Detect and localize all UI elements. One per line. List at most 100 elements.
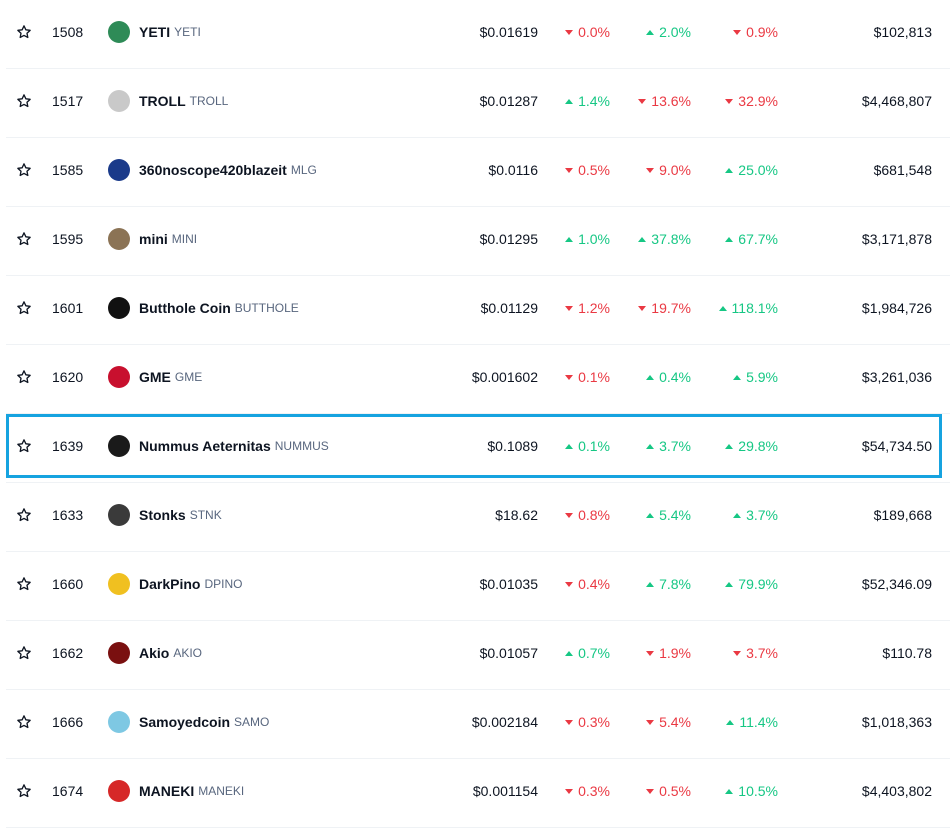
table-row[interactable]: 1595 mini MINI $0.01295 1.0% 37.8% 67.7%…: [6, 207, 950, 276]
market-cap: $1,018,363: [861, 714, 932, 730]
coin-name: MANEKI: [139, 783, 195, 799]
change-1h: 0.3%: [565, 759, 610, 823]
market-cap: $681,548: [873, 162, 932, 178]
rank: 1660: [52, 576, 84, 592]
coin-name-link[interactable]: mini MINI: [139, 207, 197, 271]
star-outline-icon: [17, 577, 31, 591]
maneki-logo-icon: [108, 780, 130, 802]
change-24h: 19.7%: [638, 276, 691, 340]
caret-up-icon: [646, 29, 655, 35]
coin-name-link[interactable]: 360noscope420blazeit MLG: [139, 138, 317, 202]
change-24h: 5.4%: [646, 483, 691, 547]
coin-name-link[interactable]: Butthole Coin BUTTHOLE: [139, 276, 299, 340]
price: $0.01287: [479, 93, 538, 109]
table-row[interactable]: 1674 MANEKI MANEKI $0.001154 0.3% 0.5% 1…: [6, 759, 950, 828]
price: $0.01057: [479, 645, 538, 661]
rank: 1508: [52, 24, 84, 40]
coin-name-link[interactable]: GME GME: [139, 345, 202, 409]
star-outline-icon: [17, 163, 31, 177]
watchlist-star-button[interactable]: [14, 483, 34, 547]
coin-logo: [107, 69, 131, 133]
coin-name-link[interactable]: Stonks STNK: [139, 483, 222, 547]
table-row[interactable]: 1517 TROLL TROLL $0.01287 1.4% 13.6% 32.…: [6, 69, 950, 138]
change-7d: 3.7%: [733, 483, 778, 547]
coin-logo: [107, 552, 131, 616]
caret-down-icon: [565, 788, 574, 794]
change-1h: 0.0%: [565, 0, 610, 64]
mlg-logo-icon: [108, 159, 130, 181]
coin-name-link[interactable]: Samoyedcoin SAMO: [139, 690, 269, 754]
table-row[interactable]: 1666 Samoyedcoin SAMO $0.002184 0.3% 5.4…: [6, 690, 950, 759]
coin-name: Akio: [139, 645, 170, 661]
caret-down-icon: [638, 98, 647, 104]
caret-up-icon: [638, 236, 647, 242]
caret-down-icon: [565, 167, 574, 173]
caret-up-icon: [565, 236, 574, 242]
yeti-logo-icon: [108, 21, 130, 43]
market-cap: $52,346.09: [861, 576, 932, 592]
coin-symbol: BUTTHOLE: [234, 301, 299, 315]
change-24h: 1.9%: [646, 621, 691, 685]
price: $0.01295: [479, 231, 538, 247]
coin-logo: [107, 276, 131, 340]
table-row[interactable]: 1660 DarkPino DPINO $0.01035 0.4% 7.8% 7…: [6, 552, 950, 621]
caret-down-icon: [725, 98, 734, 104]
market-cap: $3,171,878: [861, 231, 932, 247]
change-7d: 10.5%: [725, 759, 778, 823]
star-outline-icon: [17, 439, 31, 453]
change-24h: 37.8%: [638, 207, 691, 271]
watchlist-star-button[interactable]: [14, 414, 34, 478]
watchlist-star-button[interactable]: [14, 345, 34, 409]
table-row[interactable]: 1601 Butthole Coin BUTTHOLE $0.01129 1.2…: [6, 276, 950, 345]
change-1h: 0.5%: [565, 138, 610, 202]
samoyedcoin-logo-icon: [108, 711, 130, 733]
caret-down-icon: [565, 581, 574, 587]
watchlist-star-button[interactable]: [14, 621, 34, 685]
table-row[interactable]: 1508 YETI YETI $0.01619 0.0% 2.0% 0.9% $…: [6, 0, 950, 69]
butthole-logo-icon: [108, 297, 130, 319]
change-24h: 9.0%: [646, 138, 691, 202]
coin-name-link[interactable]: Nummus Aeternitas NUMMUS: [139, 414, 329, 478]
table-row[interactable]: 1662 Akio AKIO $0.01057 0.7% 1.9% 3.7% $…: [6, 621, 950, 690]
table-row[interactable]: 1639 Nummus Aeternitas NUMMUS $0.1089 0.…: [6, 414, 950, 483]
change-7d: 5.9%: [733, 345, 778, 409]
coin-name-link[interactable]: Akio AKIO: [139, 621, 202, 685]
coin-symbol: YETI: [174, 25, 201, 39]
coin-symbol: TROLL: [189, 94, 229, 108]
table-row[interactable]: 1633 Stonks STNK $18.62 0.8% 5.4% 3.7% $…: [6, 483, 950, 552]
watchlist-star-button[interactable]: [14, 207, 34, 271]
coin-symbol: MANEKI: [198, 784, 245, 798]
coin-symbol: DPINO: [204, 577, 243, 591]
change-1h: 0.3%: [565, 690, 610, 754]
change-7d: 11.4%: [726, 690, 778, 754]
rank: 1620: [52, 369, 84, 385]
caret-up-icon: [565, 650, 574, 656]
watchlist-star-button[interactable]: [14, 552, 34, 616]
table-row[interactable]: 1585 360noscope420blazeit MLG $0.0116 0.…: [6, 138, 950, 207]
price: $0.01035: [479, 576, 538, 592]
star-outline-icon: [17, 94, 31, 108]
market-cap: $54,734.50: [861, 438, 932, 454]
coin-name-link[interactable]: TROLL TROLL: [139, 69, 228, 133]
star-outline-icon: [17, 370, 31, 384]
coin-name-link[interactable]: MANEKI MANEKI: [139, 759, 244, 823]
coin-name: mini: [139, 231, 168, 247]
watchlist-star-button[interactable]: [14, 138, 34, 202]
caret-down-icon: [565, 29, 574, 35]
watchlist-star-button[interactable]: [14, 0, 34, 64]
caret-up-icon: [646, 512, 655, 518]
table-row[interactable]: 1620 GME GME $0.001602 0.1% 0.4% 5.9% $3…: [6, 345, 950, 414]
change-24h: 2.0%: [646, 0, 691, 64]
change-1h: 1.2%: [565, 276, 610, 340]
watchlist-star-button[interactable]: [14, 276, 34, 340]
watchlist-star-button[interactable]: [14, 69, 34, 133]
caret-up-icon: [725, 167, 734, 173]
coin-name-link[interactable]: DarkPino DPINO: [139, 552, 242, 616]
coin-name: YETI: [139, 24, 171, 40]
coin-name-link[interactable]: YETI YETI: [139, 0, 201, 64]
change-7d: 32.9%: [725, 69, 778, 133]
watchlist-star-button[interactable]: [14, 759, 34, 823]
watchlist-star-button[interactable]: [14, 690, 34, 754]
change-7d: 67.7%: [725, 207, 778, 271]
